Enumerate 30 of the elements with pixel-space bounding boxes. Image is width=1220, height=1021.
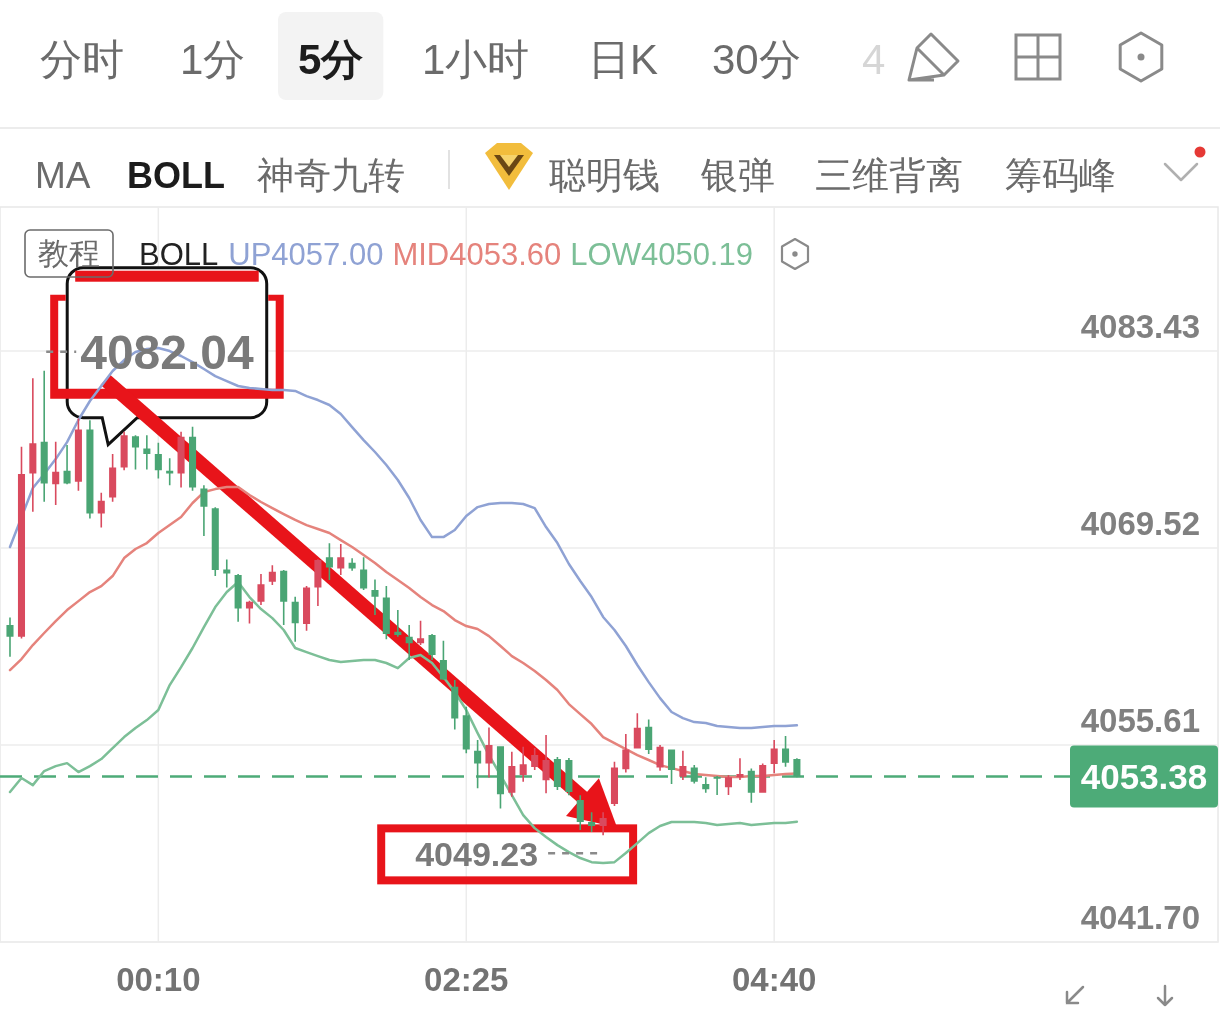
annotation: 4049.23 bbox=[415, 834, 598, 873]
annotation: 4082.04 bbox=[46, 325, 254, 379]
tab-label: 银弹 bbox=[701, 155, 775, 196]
x-tick-label: 02:25 bbox=[424, 961, 509, 998]
tab-label: 5分 bbox=[298, 36, 364, 83]
tab-label: 日K bbox=[588, 36, 658, 83]
legend-item: UP4057.00 bbox=[228, 237, 384, 272]
x-tick-label: 04:40 bbox=[731, 961, 817, 998]
tab-label: 筹码峰 bbox=[1005, 155, 1116, 196]
legend-item: LOW4050.19 bbox=[570, 237, 753, 272]
tab-label: MA bbox=[35, 155, 91, 196]
x-tick-label: 00:10 bbox=[116, 961, 201, 998]
tab-label: 1分 bbox=[180, 36, 246, 83]
y-tick-label: 4055.61 bbox=[1080, 702, 1200, 740]
tab-label: 1小时 bbox=[422, 36, 530, 83]
tab-label: 30分 bbox=[712, 36, 801, 83]
tab-label: 分时 bbox=[40, 36, 124, 83]
annotation: 4049.23 bbox=[415, 834, 539, 873]
y-tick-label: 4041.70 bbox=[1080, 899, 1200, 936]
y-tick-label: 4069.52 bbox=[1080, 505, 1200, 543]
button-label: 教程 bbox=[38, 236, 100, 271]
y-tick-label: 4083.43 bbox=[1080, 308, 1200, 346]
legend-title: BOLL bbox=[139, 237, 219, 272]
price-tag-label: 4053.38 bbox=[1080, 757, 1208, 797]
legend-item: MID4053.60 bbox=[392, 237, 562, 272]
tab-label: BOLL bbox=[127, 155, 225, 196]
tab-label: 三维背离 bbox=[815, 155, 963, 196]
annotation: 4082.04 bbox=[80, 325, 255, 379]
tab-label: 神奇九转 bbox=[257, 155, 405, 196]
tab-label: 聪明钱 bbox=[549, 155, 660, 196]
